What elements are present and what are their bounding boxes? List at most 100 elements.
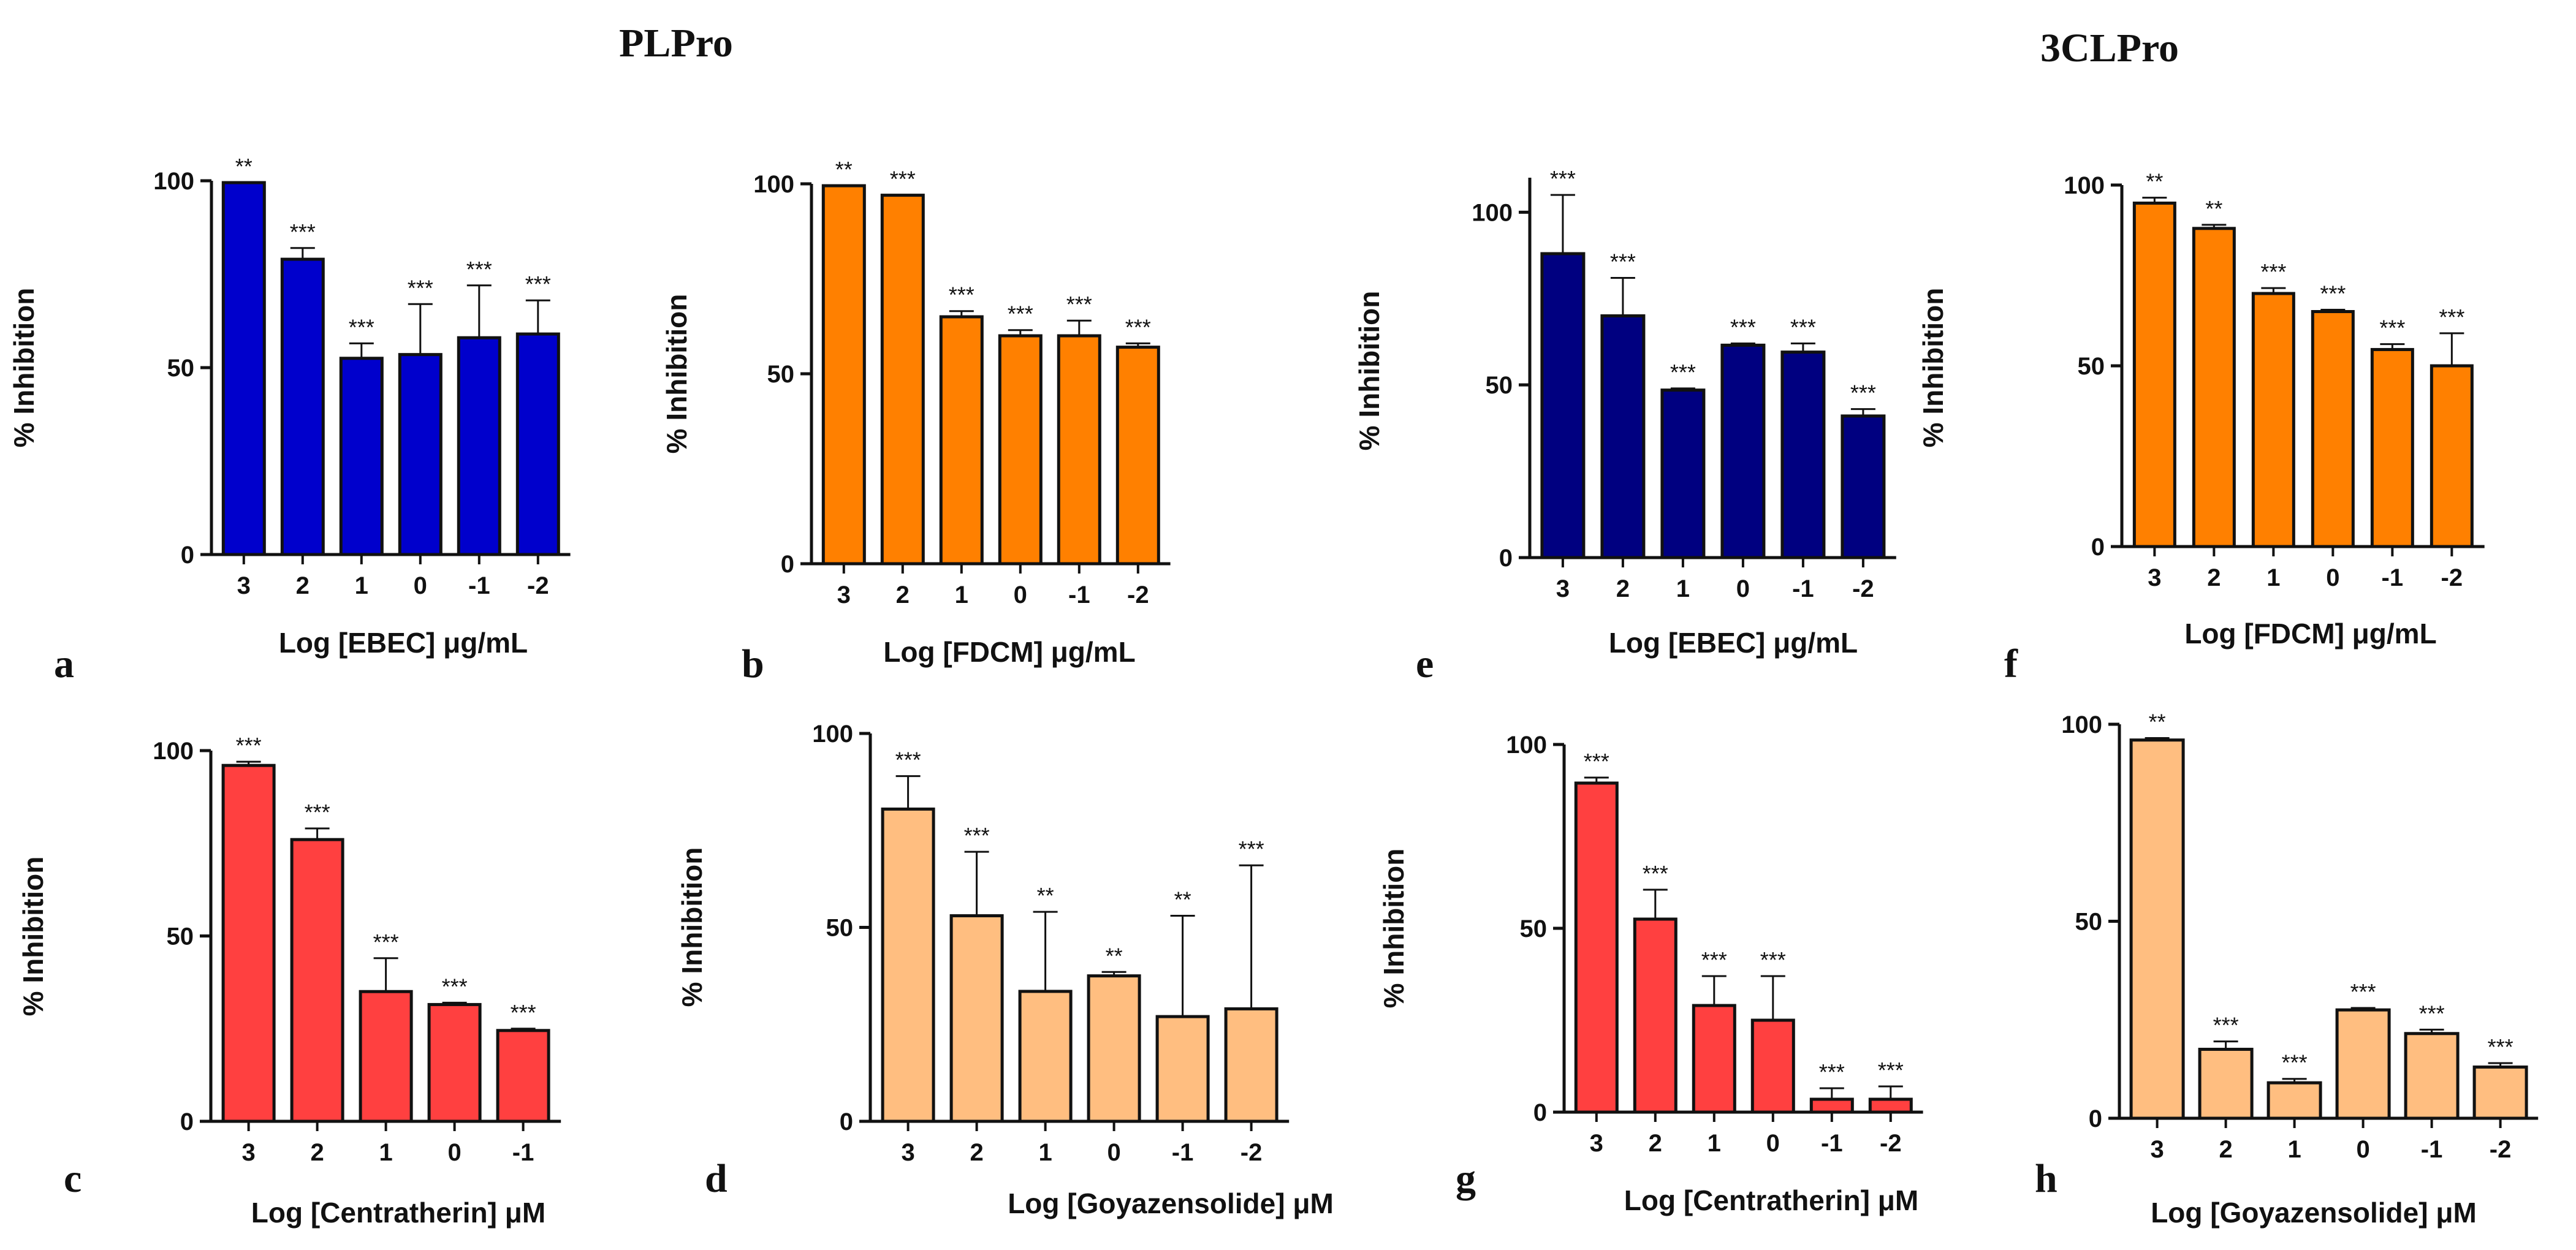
significance-label: *** [1008,301,1033,327]
x-tick-label: 2 [1616,575,1630,602]
y-tick-label: 50 [167,355,195,382]
significance-label: *** [2213,1013,2239,1038]
y-tick-label: 0 [781,551,794,578]
x-tick-label: 0 [1107,1139,1120,1166]
x-tick-label: 1 [1676,575,1690,602]
y-tick-label: 50 [2075,909,2103,936]
bar [1540,252,1586,559]
x-tick-label: 2 [1649,1130,1662,1157]
x-tick-label: 1 [1038,1139,1052,1166]
bar [2472,1065,2528,1120]
x-tick-label: 2 [310,1139,324,1166]
significance-label: *** [290,219,316,244]
chart-panel-a: 0 50 100 ** 3 *** 2 *** 1 *** 0 *** -1 *** -2 % Inhibit… [8,154,571,686]
x-axis-label: Log [FDCM] μg/mL [883,636,1135,668]
bar [1780,350,1826,559]
x-tick-label: -1 [2382,564,2404,591]
bar [427,1002,482,1123]
significance-label: *** [1819,1059,1845,1085]
significance-label: ** [235,154,253,179]
y-tick-label: 100 [153,168,194,195]
bar [1868,1097,1913,1114]
significance-label: *** [964,823,990,848]
significance-label: *** [1550,166,1576,191]
x-tick-label: -2 [2490,1136,2512,1163]
significance-label: *** [1670,360,1696,385]
significance-label: *** [2282,1050,2308,1075]
significance-label: *** [525,271,551,297]
chart-panel-c: 0 50 100 *** 3 *** 2 *** 1 *** 0 *** -1 % Inhibition L… [17,733,561,1229]
x-tick-label: -2 [2441,564,2463,591]
y-tick-label: 100 [153,738,194,765]
bar [2132,202,2176,548]
x-tick-label: 2 [296,572,310,599]
bar [2370,347,2414,548]
panel-letter: f [2004,642,2018,686]
y-tick-label: 50 [1520,915,1548,942]
x-axis-label: Log [Goyazensolide] μM [2151,1197,2477,1229]
x-tick-label: -2 [1880,1130,1902,1157]
significance-label: *** [1643,861,1668,886]
y-tick-label: 0 [2091,534,2105,561]
x-tick-label: 3 [237,572,251,599]
y-tick-label: 0 [2089,1105,2102,1132]
significance-label: ** [2205,196,2222,221]
y-tick-label: 50 [1486,372,1513,399]
x-tick-label: 2 [970,1139,983,1166]
x-tick-label: -1 [2421,1136,2443,1163]
bar [2251,292,2295,548]
x-tick-label: 0 [447,1139,461,1166]
y-tick-label: 100 [753,171,794,198]
significance-label: *** [1701,947,1727,972]
significance-label: *** [2379,316,2405,341]
y-tick-label: 100 [2064,172,2105,199]
significance-label: *** [408,275,433,300]
bar [290,838,344,1123]
bar [1809,1097,1854,1114]
x-tick-label: 1 [1708,1130,1721,1157]
bar [2266,1081,2322,1120]
y-axis-label: % Inhibition [1353,291,1385,451]
x-axis-label: Log [EBEC] μg/mL [279,627,528,659]
significance-label: *** [1239,836,1264,862]
significance-label: *** [1790,315,1816,340]
y-tick-label: 50 [2078,353,2105,380]
x-tick-label: 1 [379,1139,392,1166]
significance-label: *** [895,748,921,773]
x-axis-label: Log [EBEC] μg/mL [1609,627,1858,659]
chart-panel-e: 0 50 100 *** 3 *** 2 *** 1 *** 0 *** -1 *** -2 % Inhibi… [1353,166,1896,686]
significance-label: *** [2439,305,2464,330]
x-tick-label: 3 [901,1139,914,1166]
bar [221,181,266,556]
bar [280,257,325,556]
significance-label: *** [2419,1001,2445,1026]
panel-letter: e [1416,642,1434,686]
x-tick-label: 1 [2266,564,2280,591]
panel-letter: h [2035,1156,2057,1201]
significance-label: *** [2488,1034,2513,1059]
panel-letter: c [64,1156,82,1201]
y-tick-label: 50 [167,923,194,950]
bar [2335,1008,2391,1120]
significance-label: *** [1760,947,1786,972]
significance-label: *** [373,930,399,955]
x-axis-label: Log [Centratherin] μM [251,1197,545,1229]
significance-label: *** [2320,281,2346,306]
panel-letter: b [742,642,764,686]
x-tick-label: 3 [1590,1130,1603,1157]
chart-panel-d: 0 50 100 *** 3 *** 2 ** 1 ** 0 ** -1 *** -2 % Inhibitio… [676,721,1334,1219]
x-tick-label: 0 [1766,1130,1780,1157]
bar [2311,310,2355,548]
chart-panel-b: 0 50 100 ** 3 *** 2 *** 1 *** 0 *** -1 *** -2 % Inhibit… [661,157,1171,686]
x-axis-label: Log [Goyazensolide] μM [1008,1188,1334,1219]
significance-label: *** [466,257,492,282]
bar [1841,414,1886,559]
bar [1633,917,1677,1114]
bar [457,336,501,556]
bar [2404,1032,2460,1120]
y-axis-label: % Inhibition [661,294,693,454]
bar [1087,974,1141,1123]
x-tick-label: 1 [2287,1136,2301,1163]
